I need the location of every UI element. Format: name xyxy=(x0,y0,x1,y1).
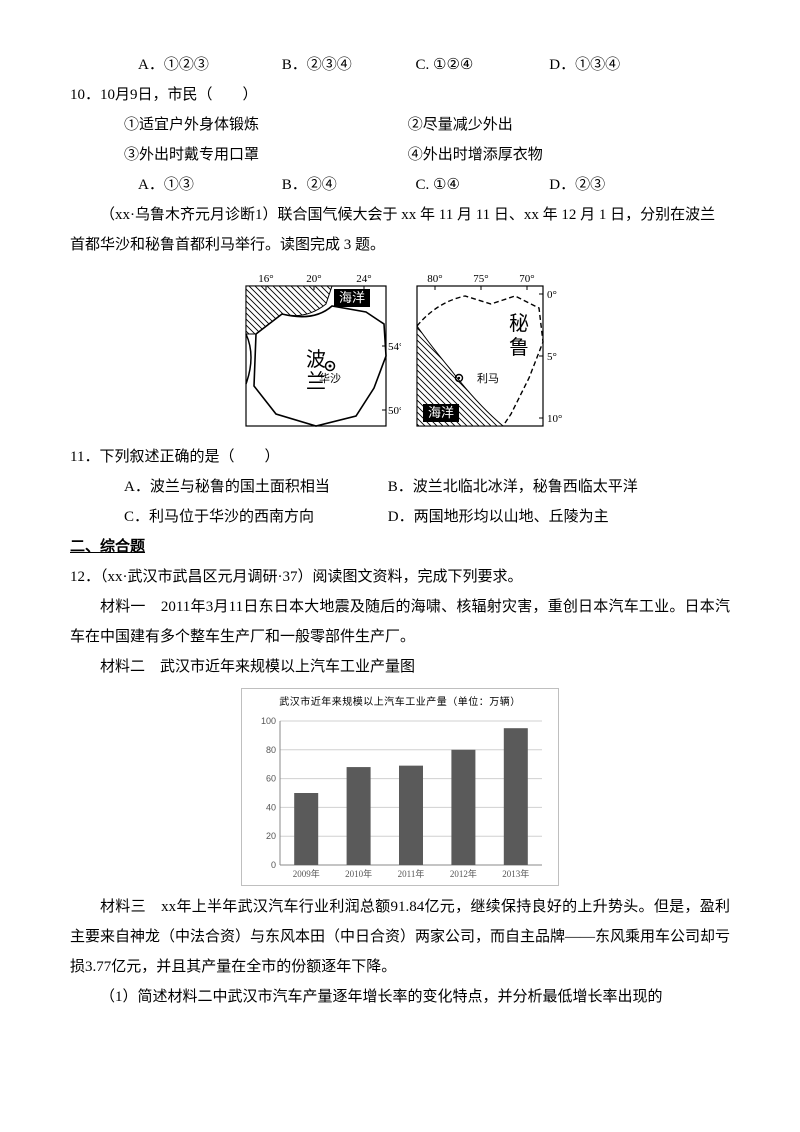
svg-text:100: 100 xyxy=(261,716,276,726)
q10-item3: ③外出时戴专用口罩 xyxy=(124,140,404,170)
q10-items-row1: ①适宜户外身体锻炼 ②尽量减少外出 xyxy=(70,110,730,140)
svg-text:鲁: 鲁 xyxy=(509,336,529,359)
svg-text:2011年: 2011年 xyxy=(398,868,425,879)
svg-text:16°: 16° xyxy=(258,273,273,285)
svg-text:0°: 0° xyxy=(547,289,557,301)
svg-text:2009年: 2009年 xyxy=(293,868,320,879)
svg-text:海洋: 海洋 xyxy=(428,405,454,420)
svg-text:10°: 10° xyxy=(547,413,562,425)
svg-text:2010年: 2010年 xyxy=(345,868,372,879)
map-poland: 海洋波兰华沙16°20°24°54°50° xyxy=(231,268,401,438)
map-row: 海洋波兰华沙16°20°24°54°50° 海洋秘鲁利马80°75°70°0°5… xyxy=(70,268,730,438)
passage1: （xx·乌鲁木齐元月诊断1）联合国气候大会于 xx 年 11 月 11 日、xx… xyxy=(70,200,730,260)
svg-text:0: 0 xyxy=(271,860,276,870)
svg-text:20°: 20° xyxy=(306,273,321,285)
q12-m2: 材料二 武汉市近年来规模以上汽车工业产量图 xyxy=(70,652,730,682)
svg-text:54°: 54° xyxy=(388,341,401,353)
q10-opt-d: D．②③ xyxy=(549,170,605,200)
map-peru: 海洋 秘鲁利马 80° 75° 70° 0° 5° 10° xyxy=(411,268,569,438)
q9-opt-c: C. ①②④ xyxy=(416,50,546,80)
q11-opt-d: D．两国地形均以山地、丘陵为主 xyxy=(388,502,609,532)
svg-text:80: 80 xyxy=(266,745,276,755)
svg-text:70°: 70° xyxy=(519,273,534,285)
svg-text:波: 波 xyxy=(306,348,332,371)
svg-text:海洋: 海洋 xyxy=(339,290,365,305)
q9-opt-a: A．①②③ xyxy=(138,50,278,80)
svg-text:80°: 80° xyxy=(427,273,442,285)
svg-text:华沙: 华沙 xyxy=(319,371,341,385)
q11-row2: C．利马位于华沙的西南方向 D．两国地形均以山地、丘陵为主 xyxy=(70,502,730,532)
q10-item4: ④外出时增添厚衣物 xyxy=(408,140,543,170)
q10-items-row2: ③外出时戴专用口罩 ④外出时增添厚衣物 xyxy=(70,140,730,170)
q11-opt-a: A．波兰与秘鲁的国土面积相当 xyxy=(124,472,384,502)
q10-opt-b: B．②④ xyxy=(282,170,412,200)
q10-options-line: A．①③ B．②④ C. ①④ D．②③ xyxy=(70,170,730,200)
svg-text:5°: 5° xyxy=(547,351,557,363)
chart-title: 武汉市近年来规模以上汽车工业产量（单位：万辆） xyxy=(250,693,550,713)
q12-sub1: （1）简述材料二中武汉市汽车产量逐年增长率的变化特点，并分析最低增长率出现的 xyxy=(70,982,730,1012)
chart-container: 武汉市近年来规模以上汽车工业产量（单位：万辆） 0 20 40 60 80 100 2009… xyxy=(70,688,730,886)
svg-text:2013年: 2013年 xyxy=(502,868,529,879)
q10-stem: 10．10月9日，市民（ ） xyxy=(70,80,730,110)
q11-row1: A．波兰与秘鲁的国土面积相当 B．波兰北临北冰洋，秘鲁西临太平洋 xyxy=(70,472,730,502)
q10-opt-c: C. ①④ xyxy=(416,170,546,200)
q12-m3: 材料三 xx年上半年武汉汽车行业利润总额91.84亿元，继续保持良好的上升势头。… xyxy=(70,892,730,982)
bar-chart: 0 20 40 60 80 100 2009年 2010年 2011年 2012年 2013年 xyxy=(250,715,550,885)
svg-text:2012年: 2012年 xyxy=(450,868,477,879)
q11-opt-c: C．利马位于华沙的西南方向 xyxy=(124,502,384,532)
q12-stem: 12．（xx·武汉市武昌区元月调研·37）阅读图文资料，完成下列要求。 xyxy=(70,562,730,592)
q10-item2: ②尽量减少外出 xyxy=(408,110,513,140)
svg-text:60: 60 xyxy=(266,774,276,784)
q11-opt-b: B．波兰北临北冰洋，秘鲁西临太平洋 xyxy=(388,472,638,502)
q10-item1: ①适宜户外身体锻炼 xyxy=(124,110,404,140)
svg-text:秘: 秘 xyxy=(509,312,529,335)
section2-heading: 二、综合题 xyxy=(70,532,730,562)
q9-options-line: A．①②③ B．②③④ C. ①②④ D．①③④ xyxy=(70,50,730,80)
q11-stem: 11．下列叙述正确的是（ ） xyxy=(70,442,730,472)
q9-opt-d: D．①③④ xyxy=(549,50,620,80)
svg-text:利马: 利马 xyxy=(477,372,499,385)
svg-text:20: 20 xyxy=(266,831,276,841)
q10-opt-a: A．①③ xyxy=(138,170,278,200)
q12-m1: 材料一 2011年3月11日东日本大地震及随后的海啸、核辐射灾害，重创日本汽车工… xyxy=(70,592,730,652)
q9-opt-b: B．②③④ xyxy=(282,50,412,80)
svg-text:24°: 24° xyxy=(356,273,371,285)
svg-text:40: 40 xyxy=(266,802,276,812)
svg-text:75°: 75° xyxy=(473,273,488,285)
svg-text:50°: 50° xyxy=(388,405,401,417)
